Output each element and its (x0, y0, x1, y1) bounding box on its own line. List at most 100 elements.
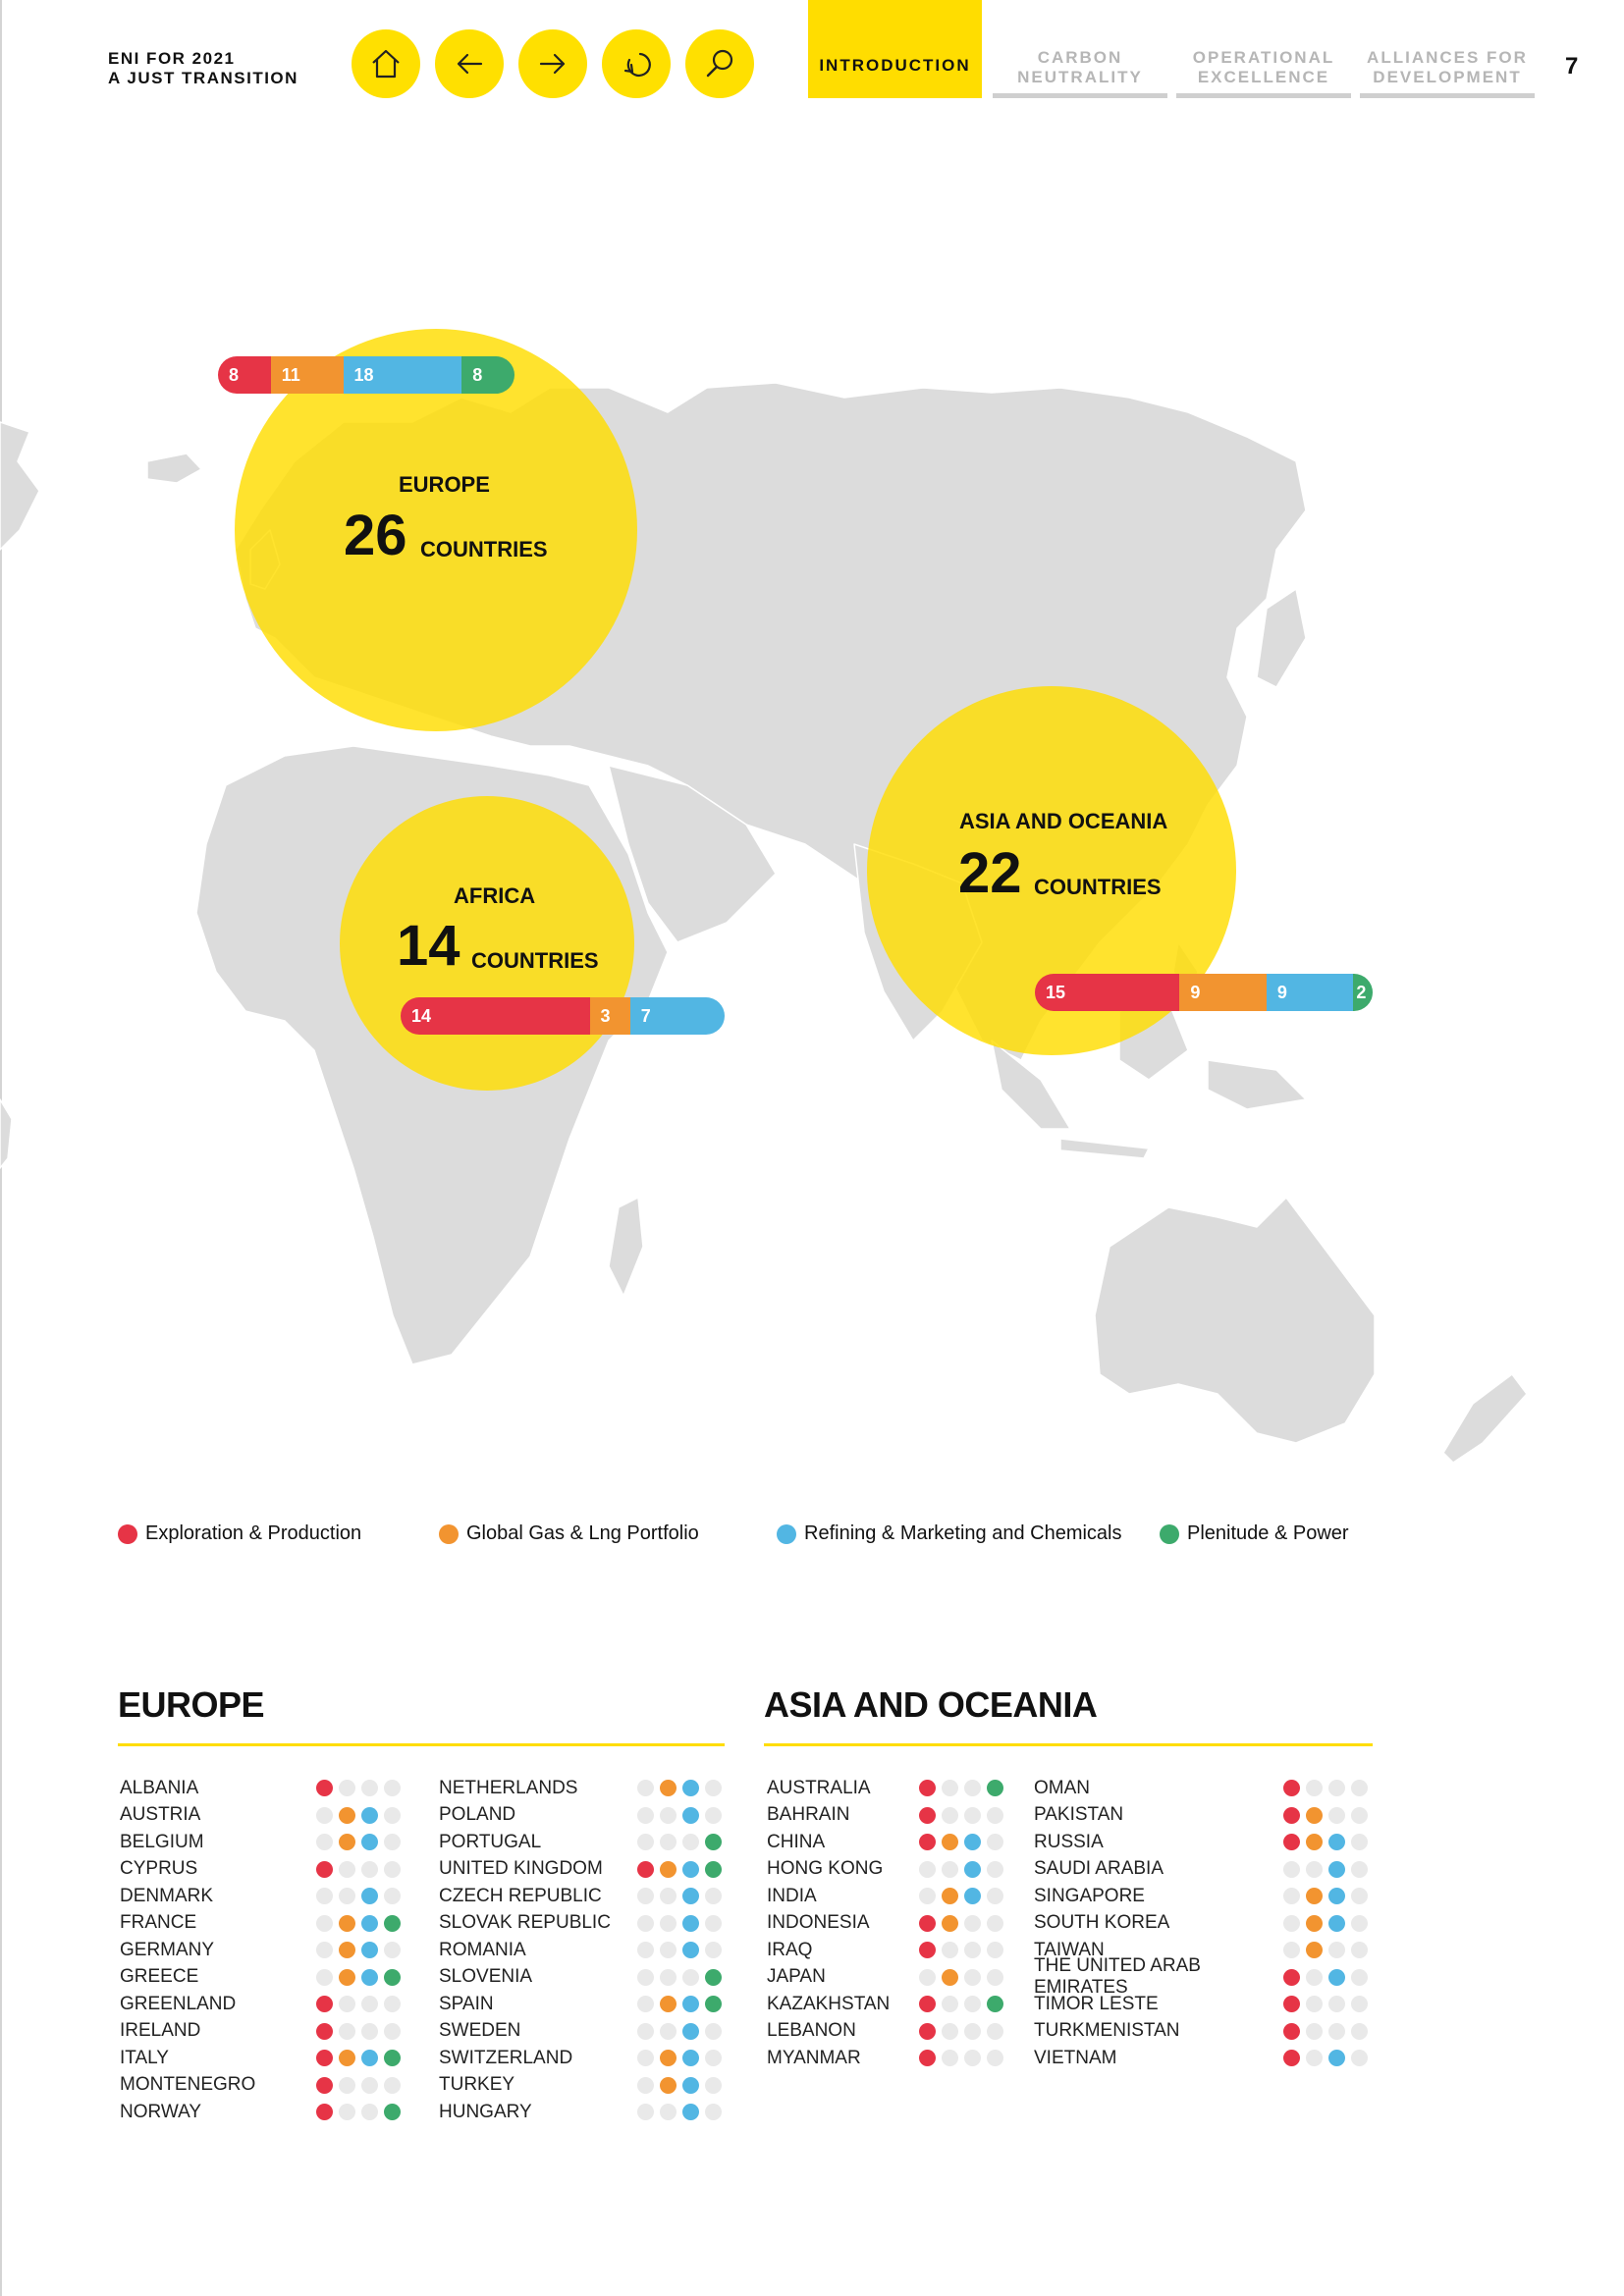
country-name: NETHERLANDS (439, 1777, 578, 1798)
sector-dots (919, 1888, 1009, 1905)
exploration-dot-icon (1283, 1996, 1300, 2013)
sector-dots (919, 1942, 1009, 1959)
tab-carbon-neutrality[interactable]: CARBON NEUTRALITY (993, 0, 1167, 98)
plenitude-dot-icon (1351, 1914, 1368, 1932)
back-button[interactable] (602, 29, 671, 98)
refining-dot-icon (1328, 1942, 1345, 1959)
country-row: INDIA (767, 1883, 1009, 1910)
country-row: OMAN (1034, 1775, 1374, 1802)
exploration-dot-icon (919, 1914, 936, 1932)
country-name: LEBANON (767, 2020, 856, 2042)
gas-dot-icon (339, 2076, 355, 2094)
north-america-fragment (0, 1098, 13, 1169)
plenitude-dot-icon (384, 1780, 401, 1797)
plenitude-dot-icon (1351, 1834, 1368, 1851)
sector-dots (919, 1996, 1009, 2013)
country-row: SWITZERLAND (439, 2045, 728, 2072)
country-row: SLOVENIA (439, 1964, 728, 1992)
refining-dot-icon (964, 1996, 981, 2013)
sector-dots (919, 1806, 1009, 1824)
refining-dot-icon (777, 1523, 796, 1544)
next-page-button[interactable] (518, 29, 587, 98)
exploration-dot-icon (1283, 1888, 1300, 1905)
tab-introduction[interactable]: INTRODUCTION (808, 0, 982, 98)
country-name: TIMOR LESTE (1034, 1993, 1159, 2014)
plenitude-dot-icon (1351, 1806, 1368, 1824)
country-name: MONTENEGRO (120, 2074, 256, 2096)
europe-country-list-1: ALBANIA AUSTRIA BELGIUM CYPRUS DENMARK FRANCE… (120, 1775, 406, 2126)
tab-alliances-line2: DEVELOPMENT (1373, 68, 1522, 86)
plenitude-dot-icon (1351, 1860, 1368, 1878)
country-name: PORTUGAL (439, 1831, 542, 1852)
legend-plenitude: Plenitude & Power (1160, 1522, 1349, 1545)
refining-dot-icon (361, 1806, 378, 1824)
arabian-peninsula-land (608, 765, 777, 943)
gas-dot-icon (942, 1914, 958, 1932)
exploration-dot-icon (316, 1806, 333, 1824)
gas-dot-icon (660, 1996, 677, 2013)
exploration-dot-icon (118, 1523, 137, 1544)
plenitude-dot-icon (705, 1806, 722, 1824)
sector-dots (637, 2104, 728, 2121)
legend-gas: Global Gas & Lng Portfolio (439, 1522, 699, 1545)
exploration-dot-icon (637, 1914, 654, 1932)
gas-dot-icon (1306, 1780, 1323, 1797)
country-name: UNITED KINGDOM (439, 1858, 603, 1880)
gas-dot-icon (942, 2022, 958, 2040)
exploration-dot-icon (919, 1968, 936, 1986)
country-row: IRELAND (120, 2018, 406, 2046)
europe-region-label: EUROPE (399, 472, 490, 497)
exploration-dot-icon (637, 1996, 654, 2013)
gas-dot-icon (660, 1780, 677, 1797)
exploration-dot-icon (316, 1860, 333, 1878)
europe-bar-segment-gas: 11 (270, 356, 344, 394)
new-guinea-land (1207, 1059, 1307, 1110)
country-row: AUSTRALIA (767, 1775, 1009, 1802)
sector-dots (919, 1834, 1009, 1851)
exploration-dot-icon (637, 1888, 654, 1905)
gas-dot-icon (942, 1996, 958, 2013)
refining-dot-icon (1328, 1834, 1345, 1851)
plenitude-dot-icon (987, 1888, 1003, 1905)
plenitude-dot-icon (987, 1914, 1003, 1932)
europe-bar-segment-exploration: 8 (218, 356, 271, 394)
gas-dot-icon (1306, 1968, 1323, 1986)
plenitude-dot-icon (705, 2104, 722, 2121)
country-row: CHINA (767, 1829, 1009, 1856)
country-name: ITALY (120, 2047, 169, 2068)
sector-dots (1283, 1780, 1374, 1797)
sector-dots (637, 1888, 728, 1905)
refining-dot-icon (361, 1888, 378, 1905)
country-row: LEBANON (767, 2018, 1009, 2046)
gas-dot-icon (439, 1523, 459, 1544)
exploration-dot-icon (919, 1806, 936, 1824)
sector-dots (637, 2050, 728, 2067)
refining-dot-icon (682, 1834, 699, 1851)
tab-alliances-for-development[interactable]: ALLIANCES FOR DEVELOPMENT (1360, 0, 1535, 98)
refining-dot-icon (361, 1834, 378, 1851)
sector-dots (316, 2076, 406, 2094)
home-button[interactable] (352, 29, 420, 98)
refining-dot-icon (682, 1806, 699, 1824)
search-button[interactable] (685, 29, 754, 98)
africa-region-circle (340, 796, 634, 1091)
exploration-dot-icon (1283, 1968, 1300, 1986)
previous-page-button[interactable] (435, 29, 504, 98)
plenitude-dot-icon (384, 1806, 401, 1824)
country-name: BELGIUM (120, 1831, 204, 1852)
refining-dot-icon (1328, 2022, 1345, 2040)
exploration-dot-icon (637, 2076, 654, 2094)
refining-dot-icon (964, 1888, 981, 1905)
exploration-dot-icon (637, 2050, 654, 2067)
sector-dots (316, 1942, 406, 1959)
sumatra-land (991, 1040, 1071, 1130)
gas-dot-icon (339, 2022, 355, 2040)
country-row: SPAIN (439, 1991, 728, 2018)
refining-dot-icon (682, 1860, 699, 1878)
country-name: TAIWAN (1034, 1939, 1105, 1960)
plenitude-dot-icon (1351, 2022, 1368, 2040)
legend-exploration-label: Exploration & Production (145, 1522, 362, 1544)
tab-operational-excellence[interactable]: OPERATIONAL EXCELLENCE (1176, 0, 1351, 98)
sector-dots (637, 2022, 728, 2040)
country-name: BAHRAIN (767, 1804, 850, 1826)
